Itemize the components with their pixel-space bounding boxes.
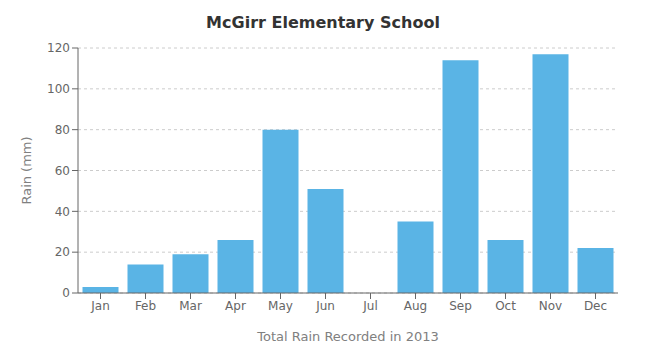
svg-text:Oct: Oct xyxy=(495,299,516,313)
svg-text:80: 80 xyxy=(55,123,70,137)
svg-text:Aug: Aug xyxy=(404,299,427,313)
svg-text:100: 100 xyxy=(47,82,70,96)
svg-text:Sep: Sep xyxy=(449,299,472,313)
html-text:McGirr Elementary School: McGirr Elementary School xyxy=(206,13,440,32)
svg-text:Apr: Apr xyxy=(225,299,246,313)
svg-text:120: 120 xyxy=(47,41,70,55)
svg-text:20: 20 xyxy=(55,245,70,259)
svg-text:Nov: Nov xyxy=(539,299,562,313)
svg-text:40: 40 xyxy=(55,205,70,219)
svg-text:Rain (mm): Rain (mm) xyxy=(19,136,34,204)
svg-text:May: May xyxy=(268,299,293,313)
svg-text:0: 0 xyxy=(62,286,70,300)
svg-text:Total Rain Recorded in 2013: Total Rain Recorded in 2013 xyxy=(256,329,439,344)
svg-text:Jul: Jul xyxy=(362,299,377,313)
svg-text:Jun: Jun xyxy=(315,299,335,313)
svg-text:60: 60 xyxy=(55,164,70,178)
svg-text:Dec: Dec xyxy=(584,299,607,313)
svg-text:Jan: Jan xyxy=(90,299,110,313)
svg-text:Feb: Feb xyxy=(135,299,156,313)
svg-text:Mar: Mar xyxy=(179,299,202,313)
